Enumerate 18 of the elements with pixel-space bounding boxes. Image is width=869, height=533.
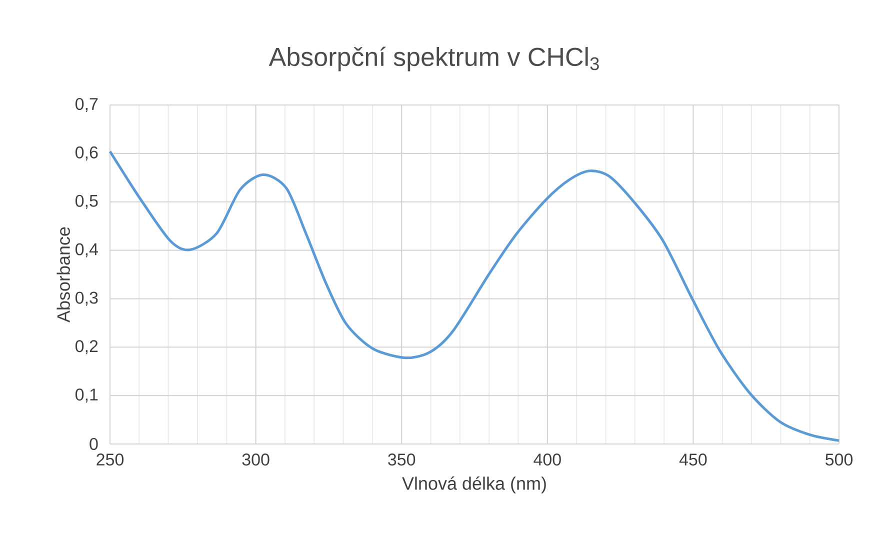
line-series [108, 150, 840, 442]
y-tick-label: 0,3 [75, 292, 98, 306]
x-tick-label: 400 [534, 454, 561, 466]
y-tick-label: 0,6 [75, 146, 98, 160]
x-tick-label: 300 [242, 454, 270, 466]
x-tick-label: 350 [388, 454, 416, 466]
y-tick-label: 0,7 [75, 98, 98, 112]
x-axis-title: Vlnová délka (nm) [402, 476, 546, 494]
x-tick-label: 500 [826, 454, 853, 466]
y-tick-label: 0 [90, 438, 98, 450]
y-axis-title: Absorbance [56, 227, 70, 322]
chart-title: Absorpční spektrum v CHCl$_{3}$ [268, 46, 599, 72]
y-tick-label: 0,1 [75, 388, 98, 403]
y-tick-label: 0,4 [75, 243, 98, 258]
y-tick-label: 0,2 [75, 340, 98, 354]
y-tick-label: 0,5 [75, 194, 98, 209]
x-tick-label: 450 [679, 454, 707, 466]
x-tick-label: 250 [96, 454, 124, 466]
